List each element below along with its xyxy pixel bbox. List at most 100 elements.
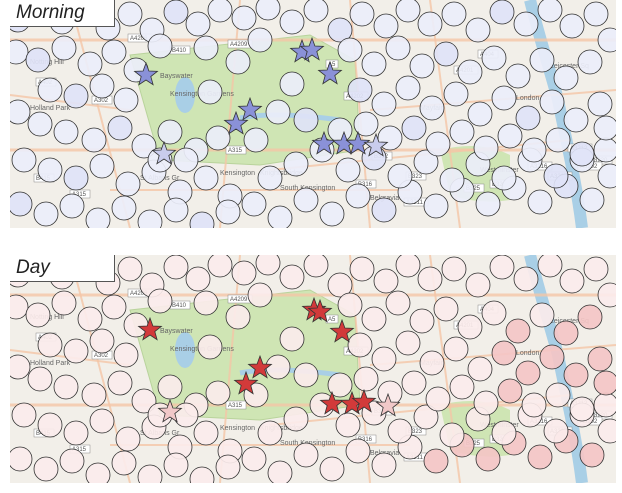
location-circle[interactable] [409,53,435,79]
location-circle[interactable] [293,442,319,468]
location-circle[interactable] [457,59,483,85]
location-circle[interactable] [413,404,439,430]
location-circle[interactable] [10,354,31,380]
location-circle[interactable] [279,264,305,290]
location-circle[interactable] [11,147,37,173]
location-circle[interactable] [327,272,353,298]
location-circle[interactable] [491,340,517,366]
location-circle[interactable] [115,171,141,197]
star-marker[interactable] [363,132,389,157]
location-circle[interactable] [189,211,215,228]
location-circle[interactable] [27,111,53,137]
location-circle[interactable] [163,0,189,25]
location-circle[interactable] [157,374,183,400]
location-circle[interactable] [543,163,569,189]
location-circle[interactable] [347,332,373,358]
location-circle[interactable] [583,256,609,282]
location-circle[interactable] [491,420,517,446]
location-circle[interactable] [527,189,553,215]
location-circle[interactable] [33,456,59,482]
location-circle[interactable] [59,448,85,474]
location-circle[interactable] [527,444,553,470]
location-circle[interactable] [163,452,189,478]
location-circle[interactable] [89,328,115,354]
location-circle[interactable] [529,302,555,328]
star-marker[interactable] [307,298,333,323]
location-circle[interactable] [185,266,211,292]
location-circle[interactable] [475,191,501,217]
location-circle[interactable] [335,412,361,438]
location-circle[interactable] [257,165,283,191]
location-circle[interactable] [467,101,493,127]
location-circle[interactable] [10,446,33,472]
location-circle[interactable] [537,0,563,23]
location-circle[interactable] [293,107,319,133]
star-marker[interactable] [247,354,273,379]
location-circle[interactable] [371,91,397,117]
location-circle[interactable] [267,460,293,483]
location-circle[interactable] [467,356,493,382]
location-circle[interactable] [243,127,269,153]
location-circle[interactable] [395,255,421,278]
location-circle[interactable] [37,77,63,103]
location-circle[interactable] [293,362,319,388]
location-circle[interactable] [417,11,443,37]
location-circle[interactable] [361,51,387,77]
location-circle[interactable] [231,5,257,31]
location-circle[interactable] [337,37,363,63]
location-circle[interactable] [11,402,37,428]
location-circle[interactable] [505,63,531,89]
location-circle[interactable] [371,452,397,478]
star-marker[interactable] [317,60,343,85]
location-circle[interactable] [163,255,189,280]
location-circle[interactable] [539,344,565,370]
location-circle[interactable] [515,105,541,131]
location-circle[interactable] [593,370,616,396]
location-circle[interactable] [137,209,163,228]
location-circle[interactable] [353,366,379,392]
location-circle[interactable] [25,47,51,73]
location-circle[interactable] [319,201,345,227]
location-circle[interactable] [465,272,491,298]
location-circle[interactable] [241,446,267,472]
location-circle[interactable] [111,195,137,221]
location-circle[interactable] [293,187,319,213]
location-circle[interactable] [33,201,59,227]
location-circle[interactable] [89,153,115,179]
location-circle[interactable] [481,45,507,71]
location-circle[interactable] [553,320,579,346]
location-circle[interactable] [465,17,491,43]
location-circle[interactable] [337,292,363,318]
location-circle[interactable] [443,336,469,362]
location-circle[interactable] [423,448,449,474]
location-circle[interactable] [63,83,89,109]
location-circle[interactable] [215,199,241,225]
location-circle[interactable] [27,366,53,392]
location-circle[interactable] [303,255,329,278]
location-circle[interactable] [475,446,501,472]
location-circle[interactable] [401,115,427,141]
location-circle[interactable] [53,119,79,145]
star-marker[interactable] [351,388,377,413]
star-marker[interactable] [133,61,159,86]
location-circle[interactable] [387,418,413,444]
location-circle[interactable] [395,75,421,101]
location-circle[interactable] [449,119,475,145]
location-circle[interactable] [349,256,375,282]
location-circle[interactable] [189,466,215,483]
star-marker[interactable] [299,36,325,61]
location-circle[interactable] [491,165,517,191]
location-circle[interactable] [265,99,291,125]
location-circle[interactable] [279,9,305,35]
location-circle[interactable] [425,131,451,157]
location-circle[interactable] [449,374,475,400]
location-circle[interactable] [85,462,111,483]
location-circle[interactable] [545,127,571,153]
location-circle[interactable] [529,47,555,73]
star-marker[interactable] [137,316,163,341]
location-circle[interactable] [515,360,541,386]
location-circle[interactable] [473,390,499,416]
location-circle[interactable] [63,338,89,364]
location-circle[interactable] [147,33,173,59]
